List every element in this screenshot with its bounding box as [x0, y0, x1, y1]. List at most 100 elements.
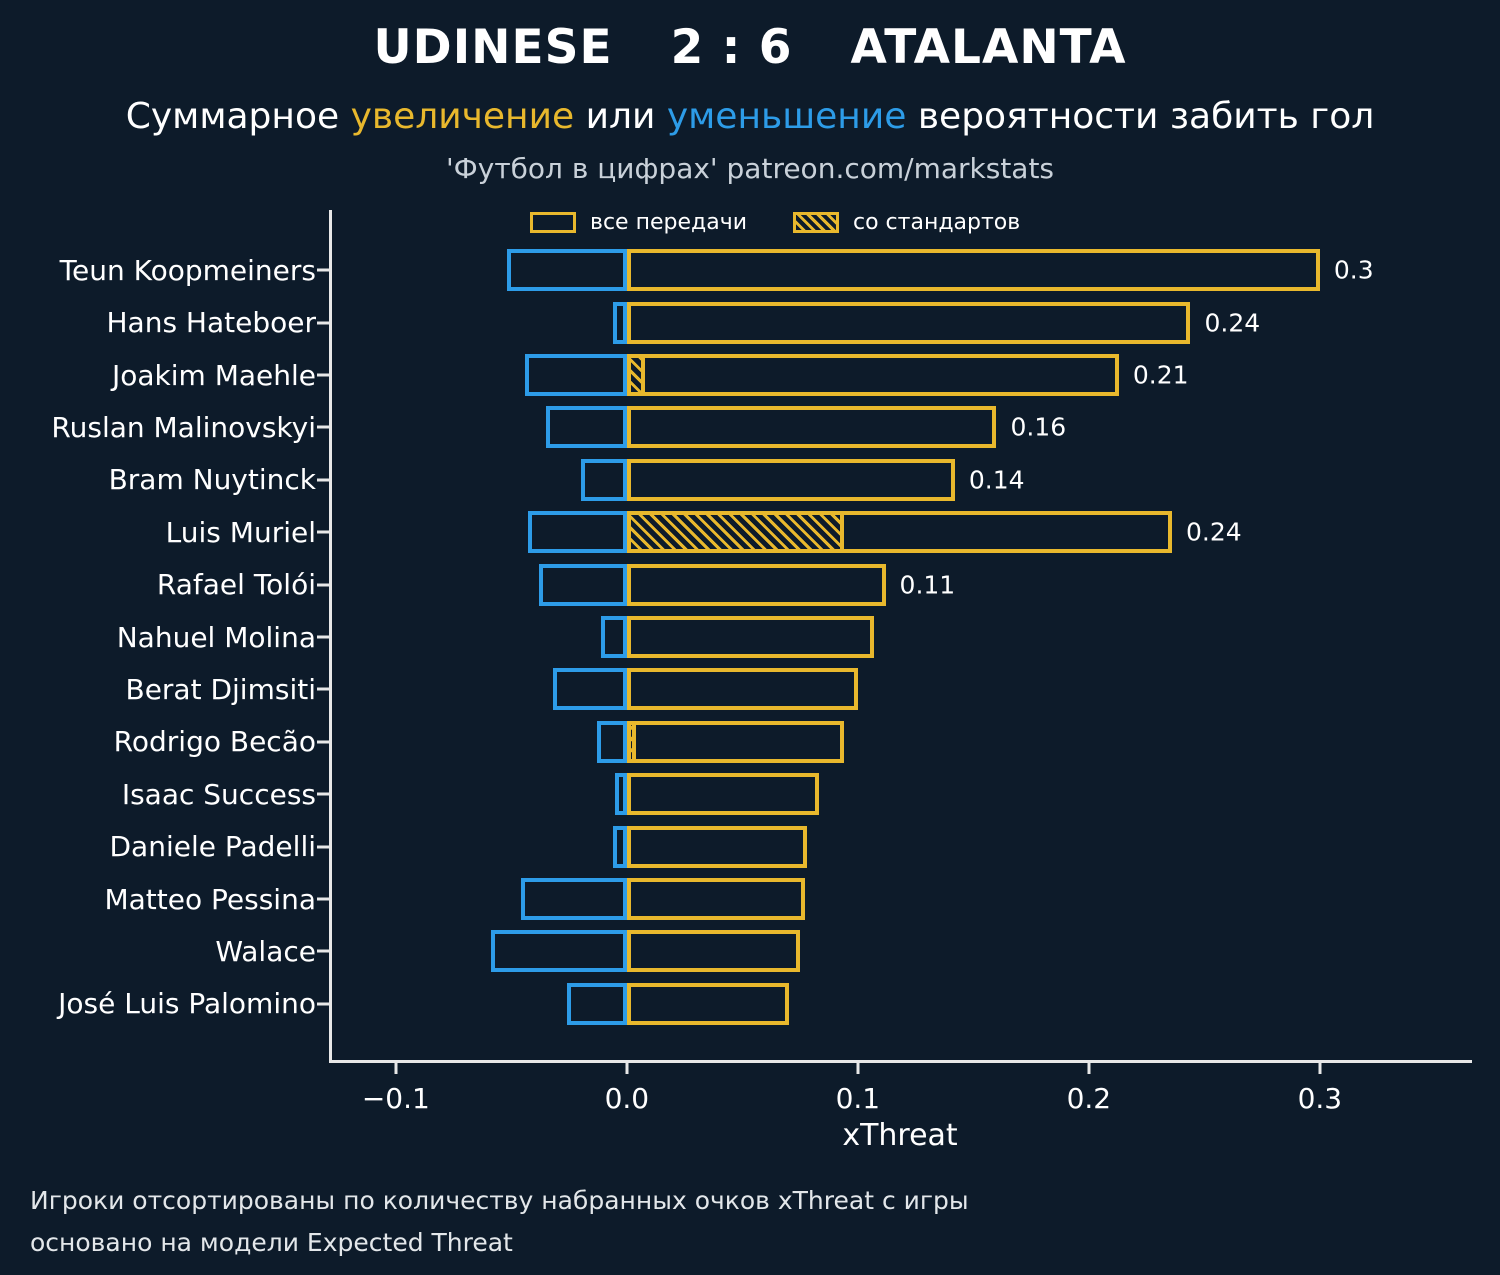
player-name: Nahuel Molina	[116, 620, 316, 654]
negative-xthreat-bar	[525, 354, 627, 397]
negative-xthreat-bar	[506, 249, 627, 292]
y-tick	[317, 268, 330, 272]
negative-xthreat-bar	[520, 878, 627, 921]
plot-area: все передачи со стандартов 0.3 0.24 0.21 0.…	[317, 210, 1470, 1115]
bar-row	[317, 663, 1470, 715]
positive-xthreat-bar	[626, 930, 801, 973]
subtitle-text: вероятности забить гол	[906, 96, 1375, 137]
legend: все передачи со стандартов	[530, 210, 1020, 235]
x-tick-label: 0.2	[1066, 1082, 1112, 1115]
y-tick	[317, 373, 330, 377]
x-tick-label: 0.0	[604, 1082, 650, 1115]
legend-label-set-pieces: со стандартов	[853, 210, 1021, 235]
legend-item-set-pieces: со стандартов	[793, 210, 1020, 235]
match-score: 2 : 6	[670, 20, 793, 75]
negative-xthreat-bar	[527, 511, 627, 554]
player-name: José Luis Palomino	[58, 987, 316, 1021]
y-tick	[317, 740, 330, 744]
y-tick	[317, 321, 330, 325]
y-tick	[317, 635, 330, 639]
bar-row	[317, 873, 1470, 925]
bar-row: 0.11	[317, 558, 1470, 610]
negative-xthreat-bar	[539, 563, 627, 606]
player-name: Luis Muriel	[165, 515, 316, 549]
bar-row	[317, 978, 1470, 1030]
value-label: 0.16	[1010, 412, 1067, 442]
bar-row: 0.16	[317, 401, 1470, 453]
x-axis-line	[329, 1060, 1472, 1063]
x-tick-label: 0.3	[1297, 1082, 1343, 1115]
y-tick	[317, 530, 330, 534]
subtitle-text: или	[574, 96, 667, 137]
player-name: Rodrigo Becão	[113, 725, 316, 759]
y-tick	[317, 792, 330, 796]
positive-xthreat-bar	[626, 878, 805, 921]
negative-xthreat-bar	[615, 773, 627, 816]
bar-row: 0.21	[317, 349, 1470, 401]
y-tick	[317, 425, 330, 429]
y-tick	[317, 1002, 330, 1006]
negative-xthreat-bar	[566, 982, 627, 1025]
player-name: Hans Hateboer	[106, 306, 316, 340]
footnote-line-1: Игроки отсортированы по количеству набра…	[30, 1186, 969, 1215]
bar-row	[317, 716, 1470, 768]
bar-row: 0.24	[317, 506, 1470, 558]
positive-xthreat-bar	[626, 406, 997, 449]
subtitle-highlight-decrease: уменьшение	[666, 96, 907, 137]
positive-xthreat-bar	[626, 668, 858, 711]
negative-xthreat-bar	[596, 720, 627, 763]
home-team-name: UDINESE	[373, 20, 613, 75]
set-piece-xthreat-bar	[626, 720, 637, 763]
negative-xthreat-bar	[612, 301, 627, 344]
value-label: 0.11	[899, 570, 956, 600]
player-name: Joakim Maehle	[111, 358, 316, 392]
bar-row: 0.3	[317, 244, 1470, 296]
player-name: Isaac Success	[121, 777, 316, 811]
player-name: Rafael Tolói	[156, 568, 316, 602]
y-axis-labels: Teun Koopmeiners Hans Hateboer Joakim Maeh…	[0, 244, 316, 1030]
x-tick	[394, 1062, 398, 1074]
x-axis-title: xThreat	[842, 1118, 958, 1153]
negative-xthreat-bar	[580, 458, 627, 501]
bar-rows: 0.3 0.24 0.21 0.16 0.14 0.24 0.11	[317, 244, 1470, 1030]
player-name: Berat Djimsiti	[125, 672, 316, 706]
y-tick	[317, 845, 330, 849]
positive-xthreat-bar	[626, 616, 874, 659]
player-name: Daniele Padelli	[109, 830, 317, 864]
all-passes-swatch	[530, 212, 576, 233]
player-name: Walace	[215, 934, 316, 968]
x-tick	[625, 1062, 629, 1074]
away-team-name: ATALANTA	[850, 20, 1127, 75]
bar-row	[317, 611, 1470, 663]
negative-xthreat-bar	[612, 825, 627, 868]
positive-xthreat-bar	[626, 563, 886, 606]
bar-row	[317, 925, 1470, 977]
chart-subtitle: Суммарное увеличение или уменьшение веро…	[0, 96, 1500, 137]
y-tick	[317, 478, 330, 482]
bar-row	[317, 768, 1470, 820]
x-tick-label: 0.1	[835, 1082, 881, 1115]
player-name: Ruslan Malinovskyi	[51, 410, 316, 444]
positive-xthreat-bar	[626, 825, 807, 868]
subtitle-text: Суммарное	[125, 96, 351, 137]
x-tick	[856, 1062, 860, 1074]
player-name: Matteo Pessina	[104, 882, 316, 916]
set-piece-xthreat-bar	[626, 511, 844, 554]
legend-label-all-passes: все передачи	[590, 210, 747, 235]
positive-xthreat-bar	[626, 773, 819, 816]
positive-xthreat-bar	[626, 249, 1320, 292]
set-piece-xthreat-bar	[626, 354, 646, 397]
value-label: 0.21	[1132, 360, 1189, 390]
value-label: 0.24	[1204, 308, 1261, 338]
x-tick	[1087, 1062, 1091, 1074]
bar-row: 0.24	[317, 296, 1470, 348]
y-tick	[317, 687, 330, 691]
positive-xthreat-bar	[626, 301, 1191, 344]
value-label: 0.14	[968, 465, 1025, 495]
negative-xthreat-bar	[552, 668, 627, 711]
positive-xthreat-bar	[626, 720, 844, 763]
page-title: UDINESE 2 : 6 ATALANTA	[0, 20, 1500, 75]
negative-xthreat-bar	[545, 406, 627, 449]
source-credit: 'Футбол в цифрах' patreon.com/markstats	[445, 152, 1055, 185]
set-pieces-swatch	[793, 212, 839, 233]
